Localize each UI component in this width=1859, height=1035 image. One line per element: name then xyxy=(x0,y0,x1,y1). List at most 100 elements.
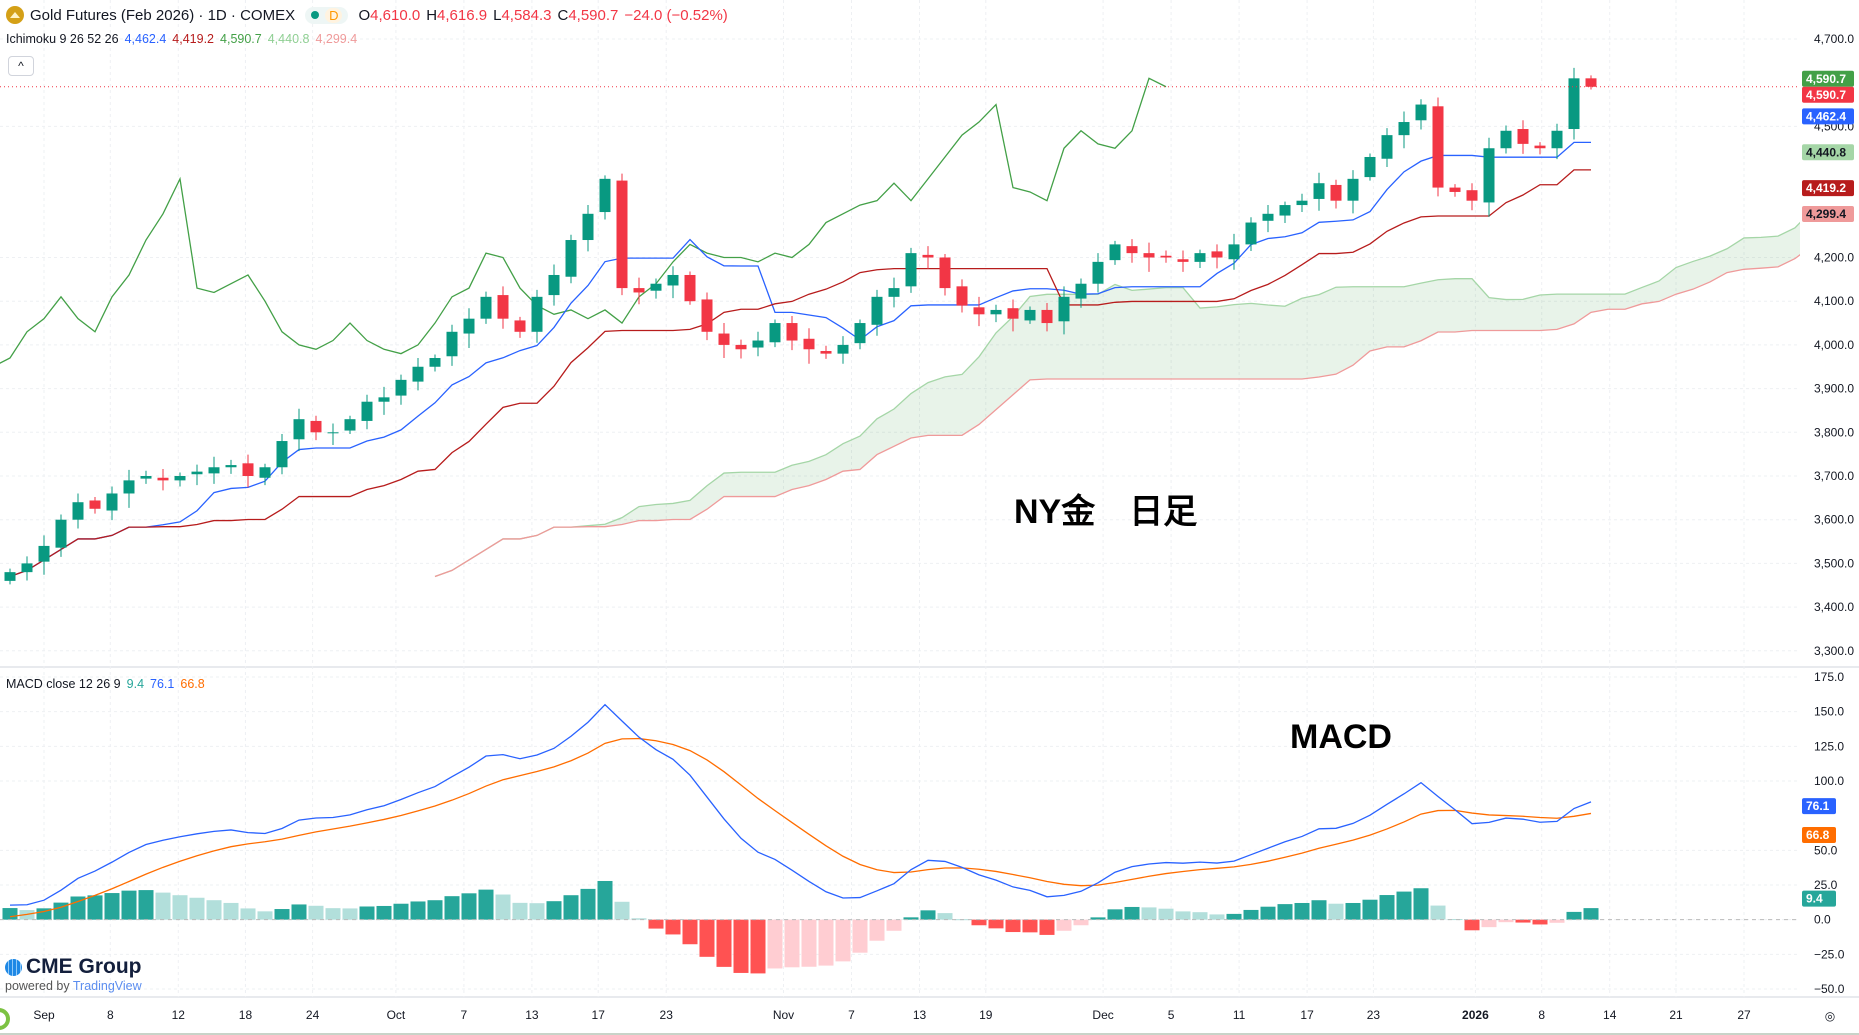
price-pane-annotation: NY金 日足 xyxy=(1014,493,1198,531)
macd-histogram-bar xyxy=(189,897,205,920)
ichimoku-cloud-segment xyxy=(1659,267,1676,302)
candle-up xyxy=(21,563,33,573)
macd-histogram-bar xyxy=(971,919,987,926)
ichimoku-cloud-segment xyxy=(1761,236,1778,269)
macd-histogram-bar xyxy=(53,902,69,920)
ichimoku-cloud-segment xyxy=(656,503,673,521)
ichimoku-legend[interactable]: Ichimoku 9 26 52 26 4,462.4 4,419.2 4,59… xyxy=(6,32,357,46)
macd-histogram-bar xyxy=(597,880,613,920)
candle-up xyxy=(531,296,543,332)
ichimoku-cloud-segment xyxy=(1217,304,1234,379)
ichimoku-cloud-segment xyxy=(622,506,639,525)
ichimoku-cloud-segment xyxy=(1540,294,1557,331)
candle-up xyxy=(1500,130,1512,149)
time-tick-label: 23 xyxy=(1367,1008,1381,1022)
collapse-legend-button[interactable]: ^ xyxy=(8,56,34,76)
ichimoku-cloud-segment xyxy=(1353,286,1370,366)
candle-up xyxy=(225,465,237,468)
candle-up xyxy=(1313,183,1325,199)
ichimoku-cloud-segment xyxy=(1438,278,1455,333)
time-tick-label: 7 xyxy=(461,1008,468,1022)
macd-name: MACD close 12 26 9 xyxy=(6,677,121,691)
macd-tick-label: 0.0 xyxy=(1814,913,1831,927)
macd-histogram-bar xyxy=(1447,919,1463,921)
macd-histogram-bar xyxy=(869,919,885,941)
ichimoku-cloud-segment xyxy=(1030,294,1047,380)
price-change: −24.0 (−0.52%) xyxy=(624,6,728,24)
symbol-title[interactable]: Gold Futures (Feb 2026) · 1D · COMEX xyxy=(30,6,296,24)
macd-histogram-bar xyxy=(342,908,358,920)
macd-legend[interactable]: MACD close 12 26 9 9.4 76.1 66.8 xyxy=(6,677,205,691)
macd-tick-label: 125.0 xyxy=(1814,739,1844,753)
ichimoku-cloud-segment xyxy=(1642,280,1659,304)
candle-up xyxy=(1279,205,1291,216)
macd-histogram-bar xyxy=(937,913,953,920)
candle-up xyxy=(208,467,220,474)
macd-histogram-bar xyxy=(1243,909,1259,920)
macd-plot xyxy=(2,703,1599,974)
candle-up xyxy=(1483,148,1495,203)
macd-tick-label: 175.0 xyxy=(1814,670,1844,684)
macd-histogram-bar xyxy=(818,919,834,966)
price-tag-label: 4,419.2 xyxy=(1806,181,1846,195)
macd-histogram-bar xyxy=(1209,914,1225,920)
candle-up xyxy=(123,480,135,494)
macd-histogram-bar xyxy=(325,908,341,920)
macd-tick-label: −25.0 xyxy=(1814,947,1845,961)
tradingview-link[interactable]: TradingView xyxy=(72,979,142,993)
macd-histogram-bar xyxy=(1260,906,1276,920)
ichimoku-cloud-segment xyxy=(1455,278,1472,333)
time-tick-label: Oct xyxy=(387,1008,406,1022)
candle-down xyxy=(89,500,101,509)
time-tick-label: 2026 xyxy=(1462,1008,1489,1022)
market-status[interactable]: D xyxy=(305,6,349,24)
candle-up xyxy=(1245,222,1257,245)
candle-down xyxy=(820,351,832,354)
macd-histogram-bar xyxy=(36,908,52,920)
macd-histogram-bar xyxy=(903,917,919,920)
ichimoku-cloud-segment xyxy=(1183,287,1200,379)
macd-histogram-bar xyxy=(767,919,783,969)
ichimoku-cloud-segment xyxy=(1013,296,1030,395)
candle-up xyxy=(480,296,492,319)
macd-histogram-bar xyxy=(733,919,749,973)
candle-up xyxy=(1296,200,1308,206)
candle-up xyxy=(4,572,16,581)
macd-histogram-bar xyxy=(427,900,443,920)
macd-histogram-bar xyxy=(274,909,290,920)
ichimoku-cloud-segment xyxy=(1098,284,1115,379)
candle-up xyxy=(1228,244,1240,260)
candle-up xyxy=(395,379,407,396)
macd-histogram-bar xyxy=(2,908,18,920)
macd-histogram-bar xyxy=(1464,919,1480,931)
macd-histogram-bar xyxy=(1141,907,1157,920)
macd-histogram-bar xyxy=(988,919,1004,929)
price-tag-bg xyxy=(1802,890,1836,907)
time-tick-label: 13 xyxy=(525,1008,539,1022)
candle-up xyxy=(259,467,271,478)
ichimoku-cloud-segment xyxy=(1744,237,1761,270)
price-tag: 4,299.4 xyxy=(1802,206,1854,223)
macd-histogram-bar xyxy=(1073,919,1089,926)
time-tick-label: 23 xyxy=(660,1008,674,1022)
ichimoku-cloud-segment xyxy=(1200,306,1217,379)
powered-by-text: powered by xyxy=(5,979,70,993)
macd-histogram-bar xyxy=(784,919,800,968)
ichimoku-base-line xyxy=(9,169,1591,578)
macd-histogram-bar xyxy=(1566,911,1582,920)
candle-up xyxy=(548,274,560,296)
macd-tick-label: 150.0 xyxy=(1814,705,1844,719)
ichimoku-cloud-segment xyxy=(1693,256,1710,290)
macd-signal-line xyxy=(9,737,1592,918)
candle-up xyxy=(667,274,679,286)
price-tick-label: 4,200.0 xyxy=(1814,251,1854,265)
macd-histogram-bar xyxy=(393,903,409,920)
branding[interactable]: CME Group powered by TradingView xyxy=(5,955,142,993)
candle-down xyxy=(633,288,645,293)
price-tag-label: 4,299.4 xyxy=(1806,207,1846,221)
candle-up xyxy=(1194,253,1206,262)
candle-down xyxy=(701,299,713,332)
candle-down xyxy=(1160,255,1172,258)
macd-histogram-bar xyxy=(1005,919,1021,933)
